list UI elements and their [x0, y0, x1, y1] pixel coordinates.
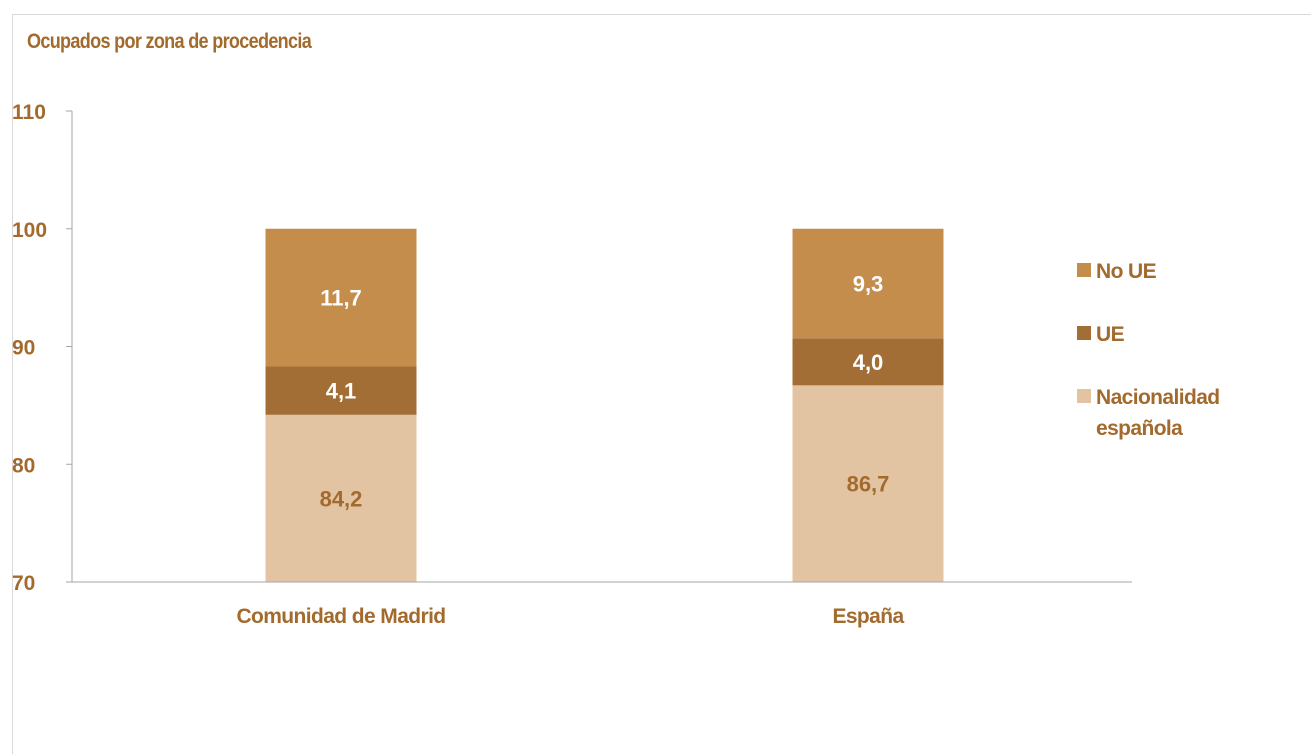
bar-espana-no-ue	[792, 228, 944, 339]
legend-label: Nacionalidad	[1096, 386, 1220, 409]
y-tick-label: 70	[12, 572, 35, 595]
y-tick-label: 110	[12, 101, 46, 124]
data-label-espana-ue: 4,0	[853, 350, 884, 375]
x-category-label: Comunidad de Madrid	[236, 605, 445, 628]
bar-comunidad-de-madrid-ue	[265, 366, 417, 415]
data-label-comunidad-de-madrid-no-ue: 11,7	[320, 286, 362, 311]
bar-comunidad-de-madrid-nacionalidad-espanola	[265, 414, 417, 582]
legend-label: No UE	[1096, 260, 1157, 283]
legend-swatch	[1077, 389, 1091, 403]
data-label-espana-no-ue: 9,3	[853, 272, 884, 297]
data-label-comunidad-de-madrid-nacionalidad-espanola: 84,2	[320, 486, 363, 511]
y-tick-label: 90	[12, 337, 35, 360]
legend-label: UE	[1096, 323, 1125, 346]
chart-frame	[12, 14, 1311, 754]
chart-title: Ocupados por zona de procedencia	[27, 30, 312, 53]
legend-item-no-ue: No UE	[1077, 260, 1157, 283]
legend-swatch	[1077, 263, 1091, 277]
data-label-espana-nacionalidad-espanola: 86,7	[847, 472, 890, 497]
legend: No UE UE Nacionalidad española	[1077, 260, 1220, 440]
y-tick-label: 100	[12, 219, 47, 242]
bars-layer	[265, 228, 944, 582]
bar-comunidad-de-madrid-no-ue	[265, 228, 417, 367]
data-labels: 84,2 4,1 11,7 86,7 4,0 9,3	[320, 272, 890, 512]
legend-item-ue: UE	[1077, 323, 1125, 346]
bar-espana-nacionalidad-espanola	[792, 385, 944, 582]
x-category-label: España	[832, 605, 904, 628]
legend-swatch	[1077, 326, 1091, 340]
axes: 70 80 90 100 110 Comunidad de Madrid España	[12, 101, 1132, 628]
y-tick-label: 80	[12, 454, 35, 477]
legend-item-nacionalidad-espanola: Nacionalidad española	[1077, 386, 1220, 440]
legend-label: española	[1096, 417, 1183, 440]
data-label-comunidad-de-madrid-ue: 4,1	[326, 379, 357, 404]
bar-espana-ue	[792, 338, 944, 386]
